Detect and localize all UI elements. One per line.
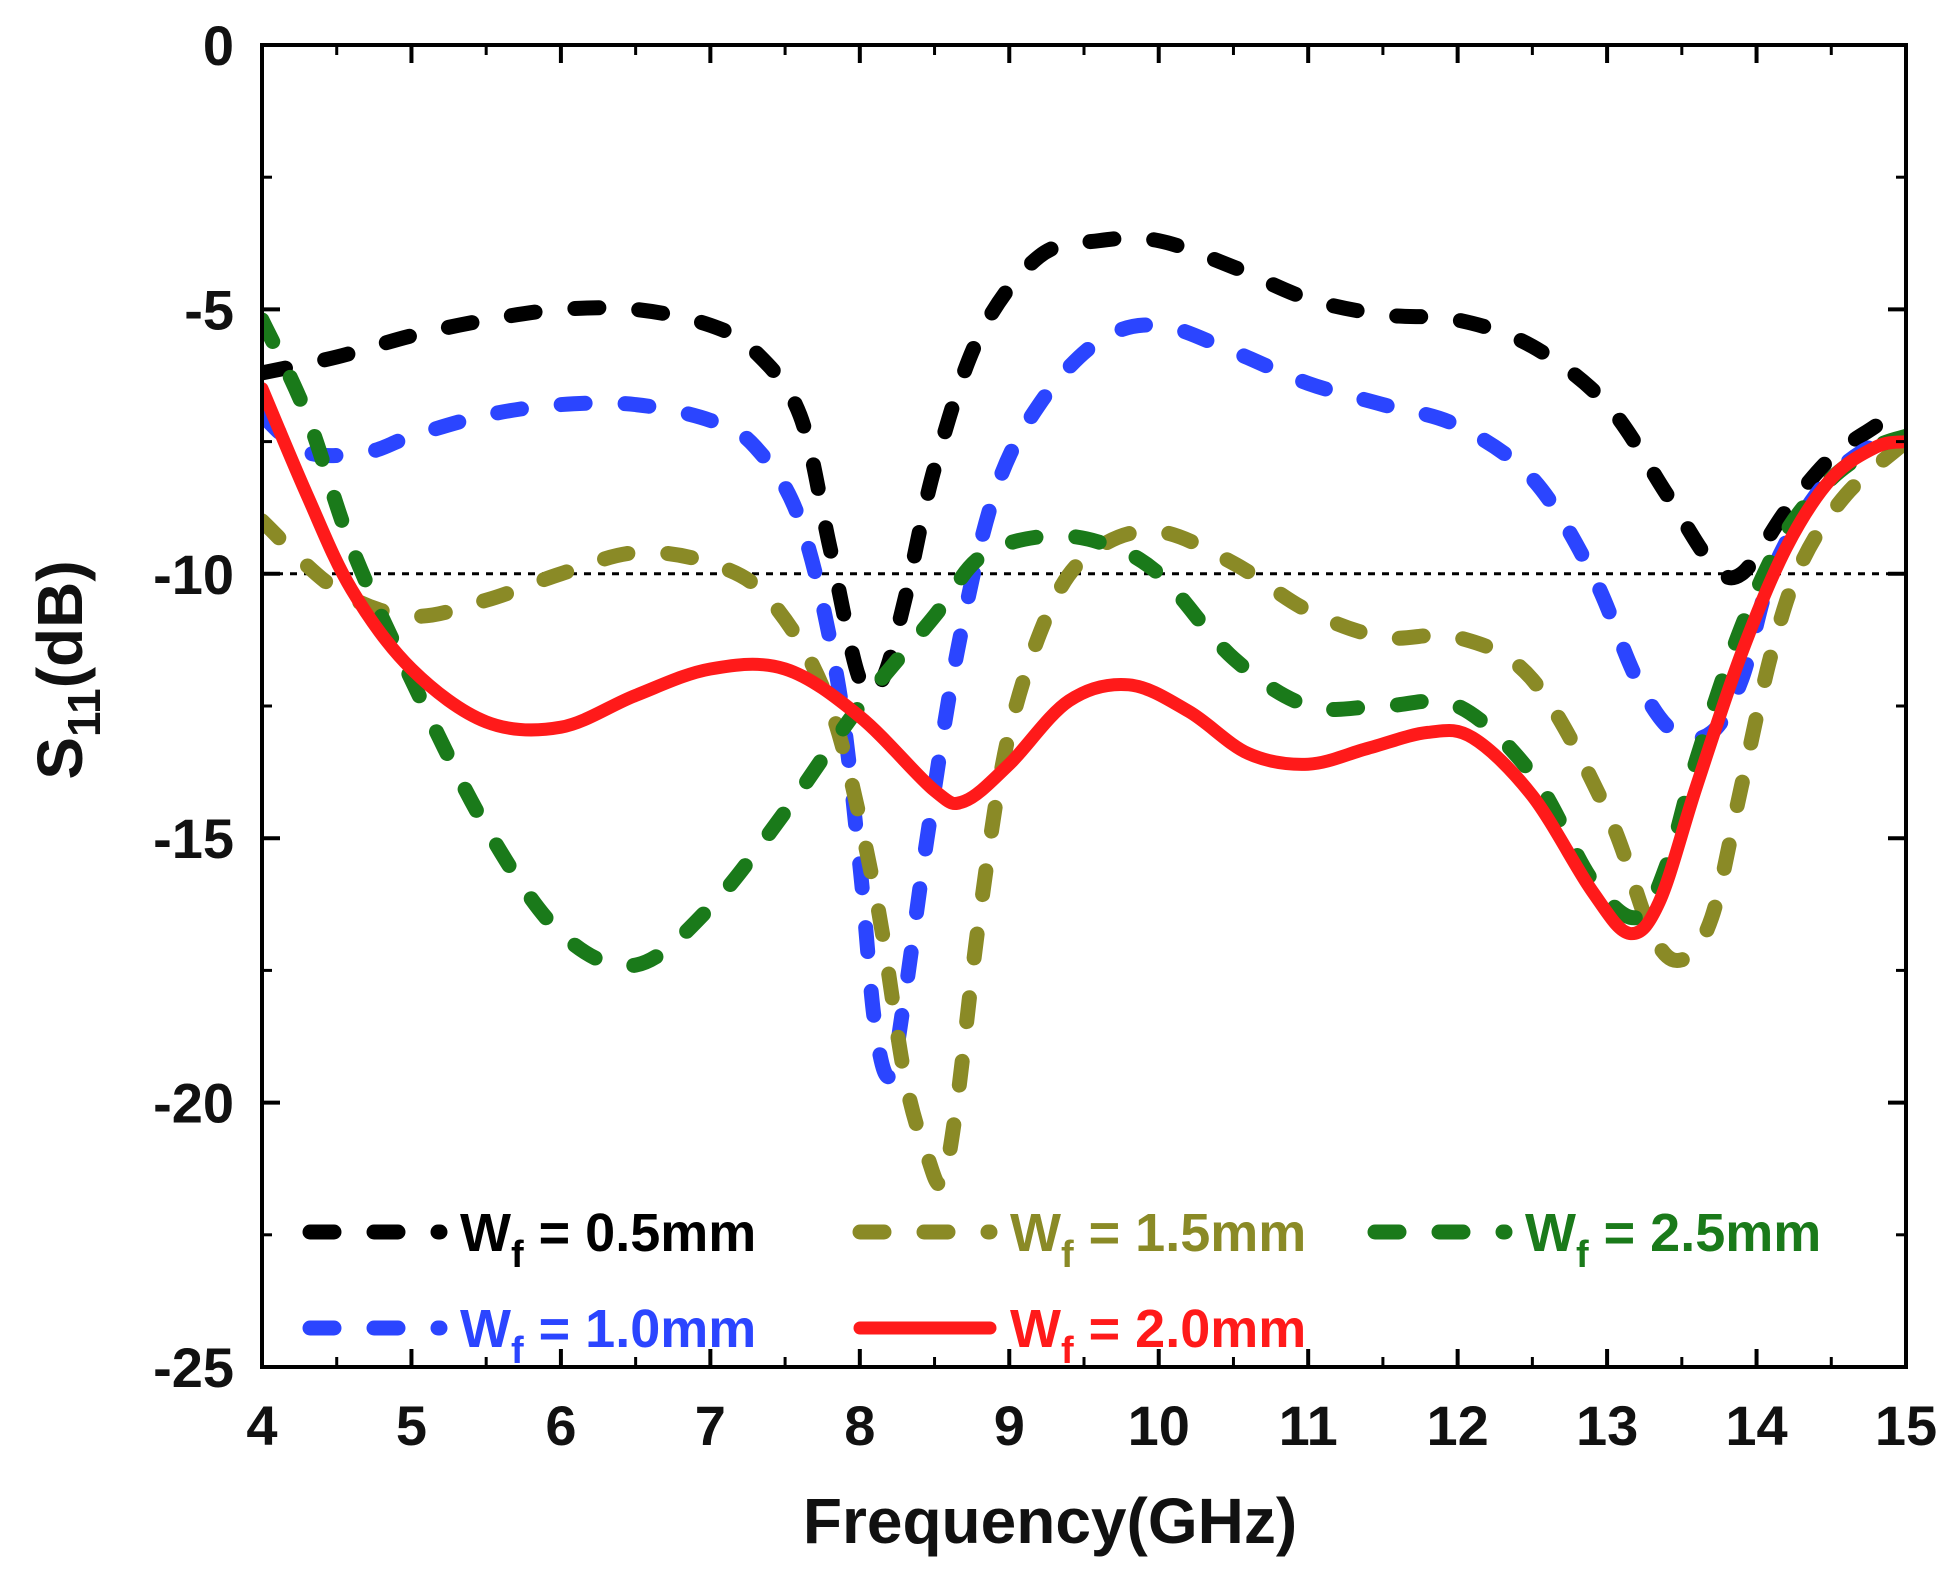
legend-label: Wf = 1.5mm [1010, 1203, 1306, 1276]
legend-label: Wf = 1.0mm [460, 1299, 756, 1372]
legend-item-wf-0-5mm: Wf = 0.5mm [302, 1203, 756, 1276]
y-tick-label: -20 [153, 1072, 234, 1135]
x-axis-title: Frequency(GHz) [803, 1485, 1297, 1557]
y-axis-title-unit: (dB) [24, 560, 96, 688]
legend-item-wf-2-5mm: Wf = 2.5mm [1367, 1203, 1821, 1276]
series-line-wf-2-0mm [262, 382, 1906, 941]
x-tick-label: 6 [545, 1394, 576, 1457]
x-tick-label: 10 [1128, 1394, 1190, 1457]
series-line-wf-2-5mm [262, 312, 1906, 974]
x-tick-label: 7 [695, 1394, 726, 1457]
y-tick-label: 0 [203, 14, 234, 77]
legend-label: Wf = 0.5mm [460, 1203, 756, 1276]
legend-item-wf-1-5mm: Wf = 1.5mm [852, 1203, 1306, 1276]
svg-text:S11(dB): S11(dB) [24, 560, 110, 779]
tick-label-layer: 4 5 6 7 8 9 10 11 12 13 14 15 0 -5 -10 -15 -20 -25 [153, 14, 1937, 1457]
y-tick-label: -10 [153, 543, 234, 606]
x-tick-label: 5 [396, 1394, 427, 1457]
legend-label: Wf = 2.5mm [1525, 1203, 1821, 1276]
x-tick-label: 13 [1576, 1394, 1638, 1457]
legend-label: Wf = 2.0mm [1010, 1299, 1306, 1372]
legend-item-wf-2-0mm: Wf = 2.0mm [853, 1299, 1306, 1372]
y-axis-title-sub: 11 [58, 688, 110, 737]
y-axis-title-main: S [24, 737, 96, 780]
series-line-wf-0-5mm [262, 230, 1906, 701]
series-line-wf-1-0mm [262, 317, 1906, 1085]
y-axis-title: S11(dB) [24, 560, 110, 779]
tick-layer [260, 43, 1908, 1369]
x-tick-label: 8 [844, 1394, 875, 1457]
y-tick-label: -5 [184, 278, 234, 341]
x-tick-label: 4 [246, 1394, 277, 1457]
y-tick-label: -25 [153, 1336, 234, 1399]
legend-item-wf-1-0mm: Wf = 1.0mm [302, 1299, 756, 1372]
legend: Wf = 0.5mm Wf = 1.5mm Wf = 2.5mm Wf = 1.0mm… [302, 1203, 1821, 1372]
x-tick-label: 15 [1875, 1394, 1937, 1457]
series-layer [262, 230, 1906, 1192]
series-line-wf-1-5mm [262, 434, 1906, 1192]
x-tick-label: 14 [1725, 1394, 1787, 1457]
y-tick-label: -15 [153, 807, 234, 870]
x-tick-label: 12 [1426, 1394, 1488, 1457]
x-tick-label: 9 [994, 1394, 1025, 1457]
x-tick-label: 11 [1279, 1394, 1338, 1457]
